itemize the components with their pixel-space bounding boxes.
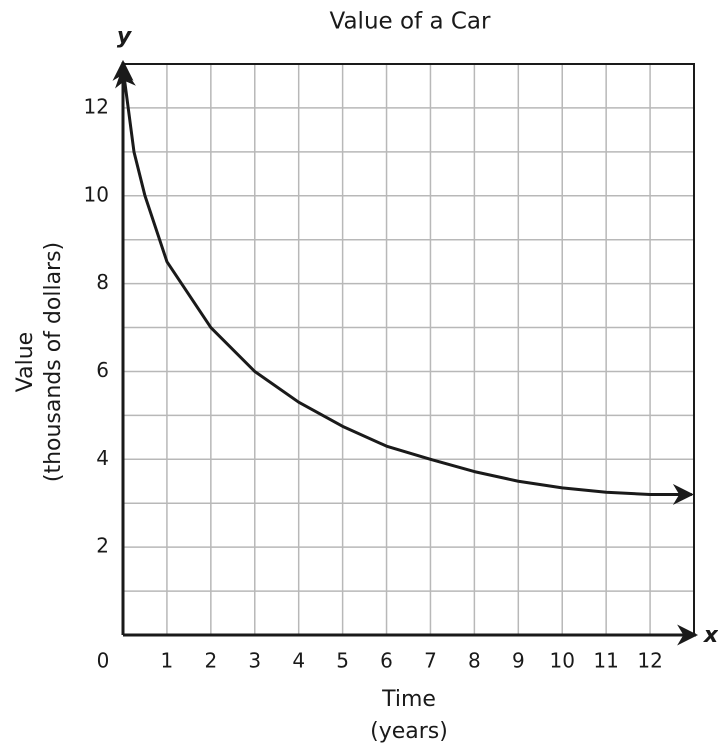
y-axis-label: (thousands of dollars)	[41, 242, 66, 482]
y-tick-label: 4	[96, 446, 109, 470]
y-tick-label: 12	[84, 94, 109, 118]
curve	[115, 66, 694, 505]
chart-title: Value of a Car	[330, 9, 492, 35]
x-tick-label: 7	[424, 649, 437, 673]
plot-frame	[123, 63, 695, 635]
x-axis-symbol: x	[703, 623, 718, 648]
y-tick-label: 6	[96, 358, 109, 382]
x-tick-label: 12	[637, 649, 662, 673]
y-axis-symbol: y	[117, 24, 133, 49]
x-axis-label: (years)	[370, 719, 448, 744]
x-tick-label: 4	[292, 649, 305, 673]
x-axis-label: Time	[381, 687, 436, 712]
x-tick-label: 1	[161, 649, 174, 673]
x-tick-label: 11	[593, 649, 618, 673]
x-tick-label: 5	[336, 649, 349, 673]
y-tick-label: 10	[84, 182, 109, 206]
y-axis-label: Value	[13, 332, 38, 392]
x-tick-label: 6	[380, 649, 393, 673]
y-tick-label: 2	[96, 534, 109, 558]
x-tick-label: 10	[550, 649, 575, 673]
x-tick-label: 9	[512, 649, 525, 673]
x-tick-label: 2	[204, 649, 217, 673]
x-tick-label: 0	[97, 649, 110, 673]
x-tick-label: 3	[248, 649, 261, 673]
x-tick-label: 8	[468, 649, 481, 673]
y-tick-label: 8	[96, 270, 109, 294]
